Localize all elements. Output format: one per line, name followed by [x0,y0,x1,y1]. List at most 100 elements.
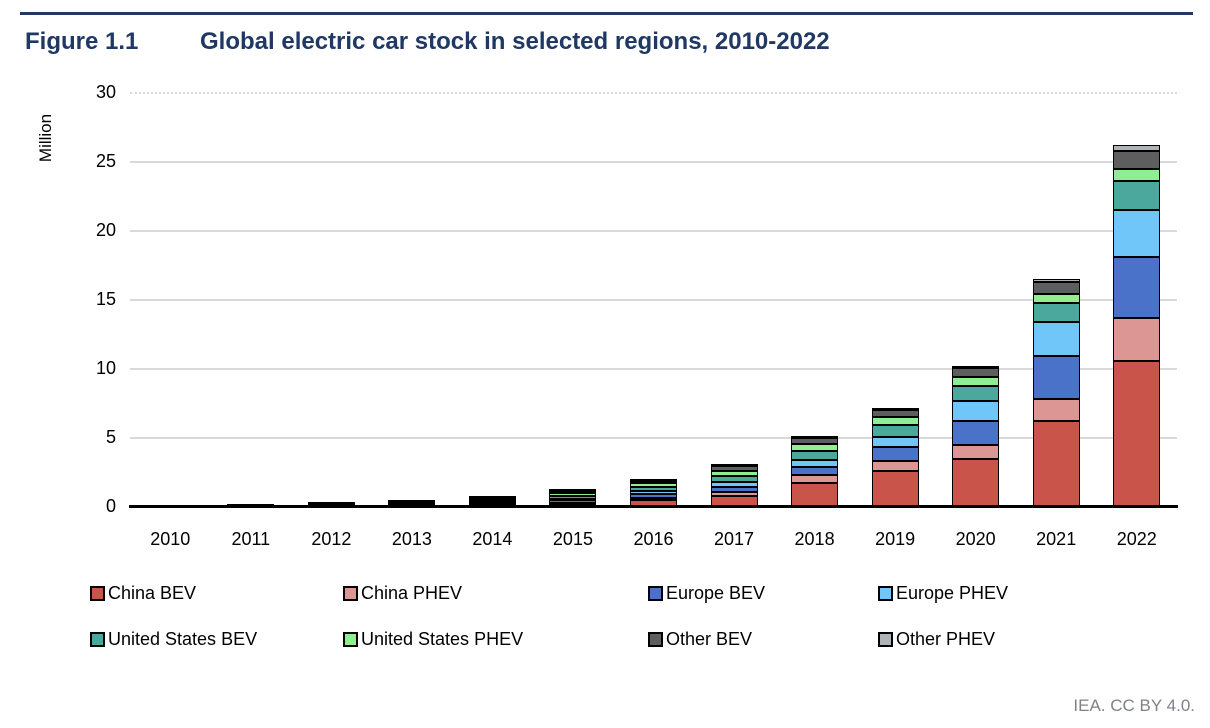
x-tick-label-2010: 2010 [150,529,191,549]
bar-segment-2016-other-phev [630,478,677,481]
bar-segment-2018-europe-bev [791,467,839,476]
bar-segment-2022-united-states-phev [1113,168,1161,182]
bar-segment-2015-other-phev [549,489,597,492]
bar-2018 [791,93,839,507]
bar-segment-2014-united-states-bev [468,500,516,503]
bar-segment-2017-united-states-phev [710,470,758,476]
bar-segment-2022-other-bev [1113,150,1161,169]
y-gridline-20 [130,230,1177,232]
bar-2022 [1113,93,1161,507]
bar-segment-2022-europe-phev [1113,210,1161,258]
legend-item-united-states-bev: United States BEV [90,629,257,649]
legend-swatch-icon [648,585,663,601]
legend-item-europe-phev: Europe PHEV [878,583,1008,603]
bar-segment-2017-other-phev [710,463,758,466]
y-gridline-25 [130,161,1177,163]
x-axis-line [129,505,1178,508]
bar-segment-2015-europe-phev [549,498,597,501]
bar-2012 [307,93,355,507]
legend-swatch-icon [343,585,358,601]
x-tick-label-2019: 2019 [875,529,916,549]
x-tick-label-2012: 2012 [311,529,352,549]
bar-segment-2015-united-states-phev [549,493,597,496]
legend-item-other-bev: Other BEV [648,629,752,649]
x-tick-label-2017: 2017 [714,529,755,549]
x-tick-label-2022: 2022 [1116,529,1157,549]
legend-label: United States BEV [108,628,258,649]
y-tick-label-15: 15 [95,289,116,309]
legend-item-china-phev: China PHEV [343,583,462,603]
bar-segment-2022-united-states-bev [1113,181,1161,211]
bar-segment-2015-united-states-bev [549,495,597,499]
y-tick-label-30: 30 [95,82,116,102]
plot-area [129,92,1178,508]
legend-label: China BEV [108,582,197,603]
bar-segment-2018-other-phev [791,436,839,438]
legend-swatch-icon [343,631,358,647]
x-tick-label-2013: 2013 [391,529,432,549]
bar-segment-2020-china-phev [952,444,1000,459]
legend-swatch-icon [878,631,893,647]
y-gridline-30 [130,92,1177,94]
legend-label: Other PHEV [896,628,996,649]
x-tick-label-2015: 2015 [552,529,593,549]
x-tick-label-2021: 2021 [1036,529,1077,549]
bar-segment-2022-china-bev [1113,360,1161,507]
bar-segment-2015-europe-bev [549,500,597,503]
bar-segment-2019-china-phev [871,460,919,472]
bar-segment-2020-united-states-phev [952,376,1000,386]
bar-2016 [630,93,677,507]
bar-segment-2019-europe-bev [871,447,919,461]
bar-segment-2017-china-phev [710,491,758,496]
bar-segment-2020-other-phev [952,366,1000,369]
legend-label: Europe BEV [666,582,766,603]
bar-segment-2019-united-states-bev [871,424,919,437]
bar-segment-2020-europe-bev [952,420,1000,445]
bar-segment-2021-china-bev [1032,421,1080,507]
legend-swatch-icon [90,585,105,601]
bar-segment-2016-europe-bev [630,494,677,499]
bar-segment-2018-china-phev [791,475,839,483]
bar-2015 [549,93,597,507]
bar-segment-2016-united-states-phev [630,483,677,487]
y-tick-label-0: 0 [105,496,116,516]
bar-segment-2018-europe-phev [791,459,839,468]
bar-segment-2022-china-phev [1113,317,1161,361]
bar-segment-2020-europe-phev [952,400,1000,421]
bar-2019 [871,93,919,507]
bar-segment-2017-europe-bev [710,486,758,492]
legend-swatch-icon [90,631,105,647]
x-tick-label-2020: 2020 [955,529,996,549]
bar-segment-2021-europe-bev [1032,355,1080,400]
chart-header: Figure 1.1 Global electric car stock in … [25,28,830,56]
y-gridline-10 [130,368,1177,370]
bar-2017 [710,93,758,507]
bar-segment-2017-united-states-bev [710,475,758,482]
bar-2014 [468,93,516,507]
bar-segment-2019-europe-phev [871,436,919,448]
bar-segment-2014-united-states-phev [468,498,516,501]
legend-swatch-icon [648,631,663,647]
bar-segment-2015-other-bev [549,491,597,494]
legend-item-other-phev: Other PHEV [878,629,995,649]
bar-segment-2022-europe-bev [1113,257,1161,318]
bar-2020 [952,93,1000,507]
legend-label: United States PHEV [361,628,524,649]
y-tick-label-20: 20 [95,220,116,240]
bar-segment-2017-other-bev [710,465,758,471]
bar-segment-2018-other-bev [791,438,839,445]
bar-segment-2019-china-bev [871,471,919,507]
header-rule [20,12,1193,15]
legend-item-china-bev: China BEV [90,583,196,603]
x-tick-label-2016: 2016 [633,529,674,549]
bar-segment-2016-united-states-bev [630,486,677,491]
bar-segment-2020-other-bev [952,368,1000,377]
y-gridline-5 [130,437,1177,439]
bar-segment-2021-united-states-bev [1032,303,1080,323]
bar-segment-2013-other-phev [388,499,436,502]
bar-segment-2016-china-phev [630,498,677,501]
x-tick-label-2018: 2018 [794,529,835,549]
bar-segment-2022-other-phev [1113,145,1161,151]
bar-2021 [1032,93,1080,507]
